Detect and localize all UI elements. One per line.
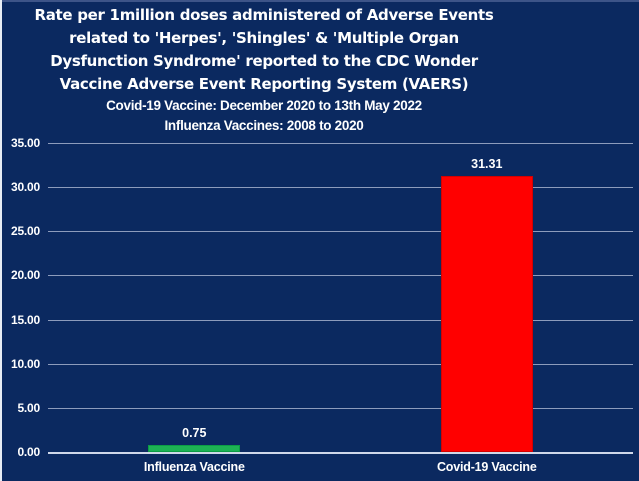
bar-value-label: 0.75 [182, 426, 207, 441]
chart-title-line: Rate per 1million doses administered of … [34, 6, 494, 24]
y-gridline [48, 363, 633, 365]
y-gridline [48, 275, 633, 277]
y-axis-tick-label: 5.00 [17, 400, 40, 415]
y-axis-tick-label: 35.00 [10, 136, 40, 150]
x-axis-line [48, 452, 633, 454]
left-edge-highlight [0, 0, 2, 481]
chart-title-line: Dysfunction Syndrome' reported to the CD… [50, 52, 478, 70]
x-axis-category-label: Influenza Vaccine [143, 460, 245, 474]
y-gridline [48, 143, 633, 144]
bar-covid-19-vaccine [440, 175, 533, 452]
chart-subtitle-line: Covid-19 Vaccine: December 2020 to 13th … [106, 98, 422, 113]
chart-title-line: Vaccine Adverse Event Reporting System (… [59, 75, 469, 93]
y-gridline [48, 231, 633, 233]
y-axis-tick-label: 25.00 [10, 224, 40, 239]
x-axis-category-label: Covid-19 Vaccine [436, 460, 537, 474]
bar-influenza-vaccine [148, 445, 241, 452]
y-gridline [48, 407, 633, 409]
y-axis-tick-label: 10.00 [10, 356, 40, 371]
chart-subtitle-line: Influenza Vaccines: 2008 to 2020 [164, 118, 364, 133]
top-edge-highlight [0, 0, 639, 2]
y-axis-tick-label: 20.00 [10, 268, 40, 283]
y-axis-tick-label: 15.00 [10, 312, 40, 327]
chart-title: Rate per 1million doses administered of … [0, 4, 528, 136]
y-axis-tick-label: 0.00 [17, 445, 40, 459]
chart-title-line: related to 'Herpes', 'Shingles' & 'Multi… [69, 29, 459, 47]
bar-value-label: 31.31 [471, 156, 503, 171]
y-gridline [48, 187, 633, 189]
y-gridline [48, 319, 633, 321]
y-axis-tick-label: 30.00 [10, 180, 40, 195]
